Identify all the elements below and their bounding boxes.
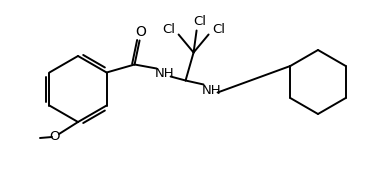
Text: O: O bbox=[49, 130, 59, 143]
Text: Cl: Cl bbox=[193, 15, 206, 28]
Text: NH: NH bbox=[202, 84, 222, 97]
Text: Cl: Cl bbox=[162, 23, 175, 36]
Text: Cl: Cl bbox=[212, 23, 225, 36]
Text: O: O bbox=[135, 25, 146, 38]
Text: NH: NH bbox=[155, 67, 174, 80]
